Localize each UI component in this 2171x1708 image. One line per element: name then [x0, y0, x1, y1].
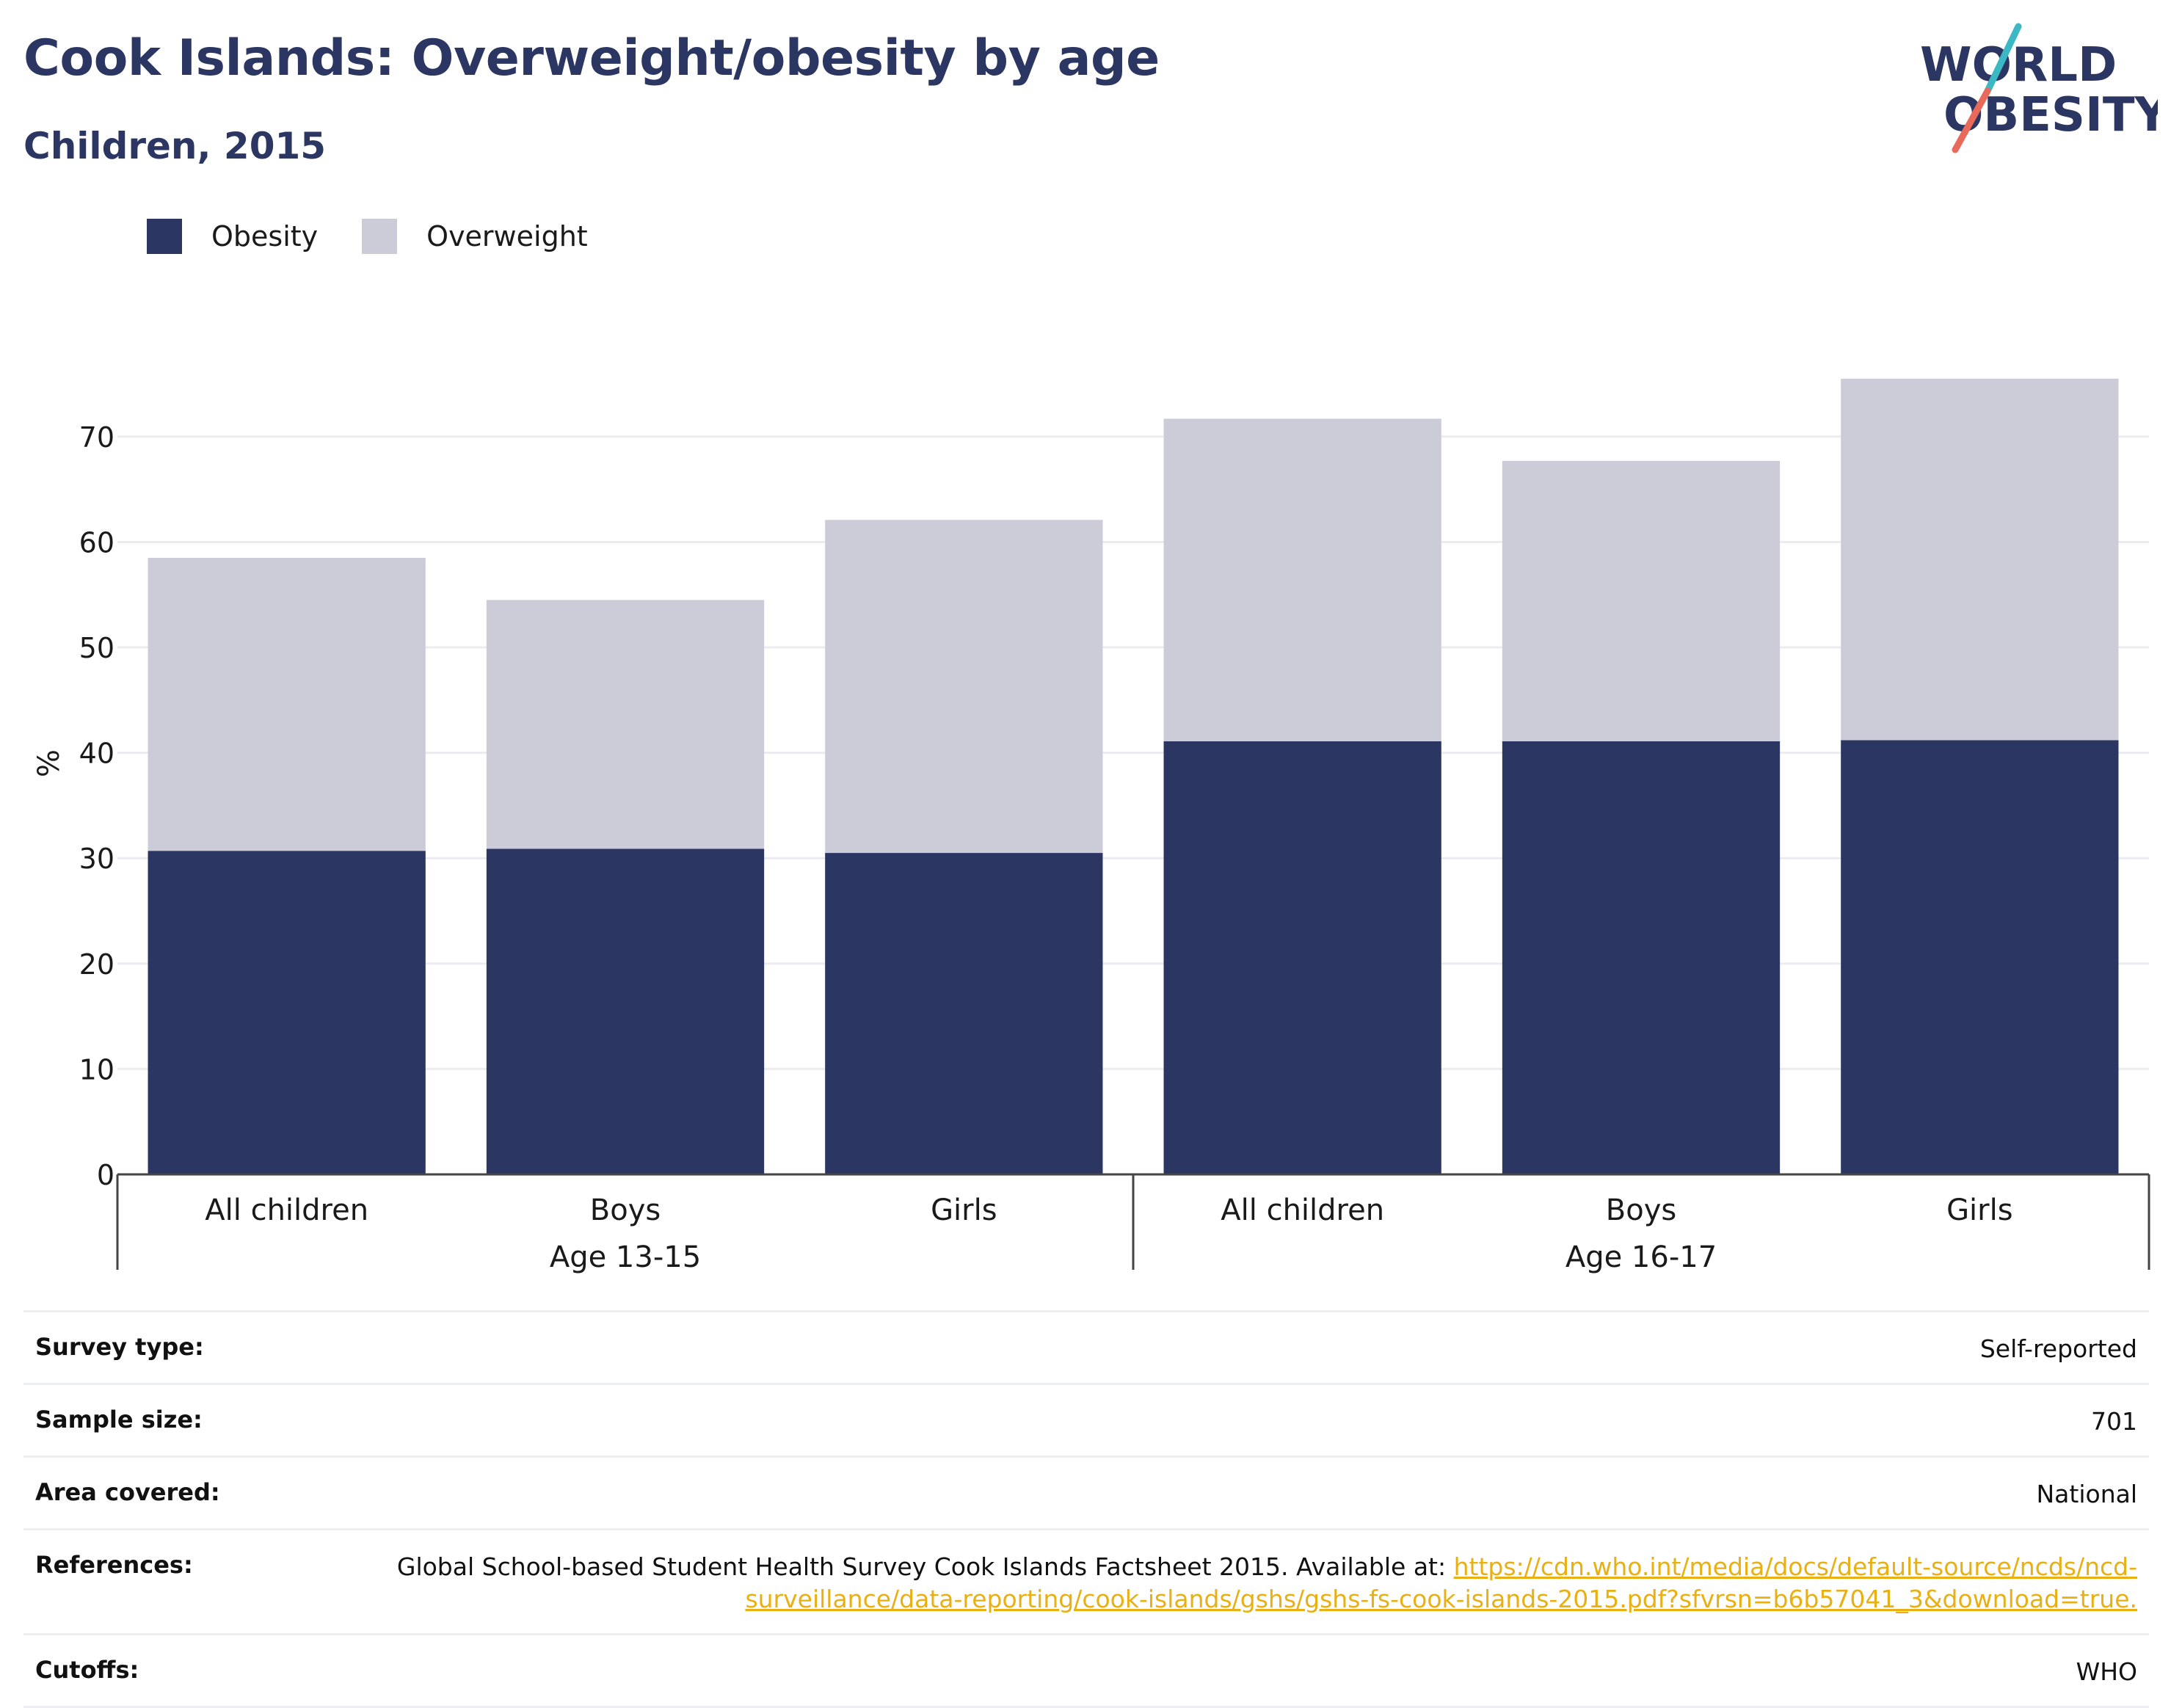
x-tick-label: Boys [1606, 1193, 1676, 1227]
meta-row-area-covered: Area covered: National [23, 1456, 2149, 1528]
y-axis-label: % [32, 749, 66, 777]
legend-label-obesity: Obesity [211, 220, 319, 252]
legend-label-overweight: Overweight [426, 220, 588, 252]
x-tick-label: Girls [931, 1193, 997, 1227]
x-tick-label: Girls [1946, 1193, 2013, 1227]
logo-line-1: WORLD [1920, 38, 2117, 92]
survey-type-label: Survey type: [35, 1333, 204, 1361]
chart-legend: Obesity Overweight [147, 219, 632, 254]
page-title: Cook Islands: Overweight/obesity by age [23, 29, 1160, 87]
bar-overweight [148, 558, 426, 851]
area-covered-value: National [2036, 1480, 2137, 1508]
sample-size-label: Sample size: [35, 1406, 203, 1433]
y-tick-label: 50 [79, 632, 114, 664]
references-label: References: [35, 1551, 193, 1579]
stacked-bar-chart: 0 10 20 30 40 50 60 70% All children Boys Girls All… [32, 378, 2150, 1274]
legend-item-overweight[interactable]: Overweight [362, 219, 588, 254]
survey-type-value: Self-reported [1979, 1334, 2137, 1363]
x-group-label: Age 13-15 [550, 1240, 701, 1274]
y-tick-label: 10 [79, 1053, 114, 1086]
bar-obesity [825, 853, 1103, 1174]
logo-slash-coral [1952, 87, 1991, 153]
legend-swatch-obesity [147, 219, 182, 254]
y-tick-label: 0 [97, 1159, 114, 1191]
bar-overweight [486, 600, 765, 849]
bar-obesity [1163, 741, 1441, 1174]
logo-slash-teal [1984, 23, 2022, 95]
legend-item-obesity[interactable]: Obesity [147, 219, 318, 254]
bar-obesity [148, 851, 426, 1174]
bar-obesity [1502, 741, 1781, 1174]
bar-overweight [1502, 460, 1781, 741]
meta-row-cutoffs: Cutoffs: WHO [23, 1633, 2149, 1708]
meta-row-references: References: Global School-based Student … [23, 1528, 2149, 1633]
references-text: Global School-based Student Health Surve… [396, 1552, 1454, 1581]
y-tick-label: 70 [79, 421, 114, 454]
legend-swatch-overweight [362, 219, 398, 254]
bar-overweight [1841, 378, 2119, 741]
bar-obesity [1841, 740, 2119, 1174]
x-tick-label: Boys [590, 1193, 661, 1227]
references-link[interactable]: https://cdn.who.int/media/docs/default-s… [745, 1552, 2137, 1613]
meta-row-sample-size: Sample size: 701 [23, 1383, 2149, 1456]
logo-line-2: OBESITY [1943, 88, 2158, 142]
sample-size-value: 701 [2091, 1407, 2137, 1436]
x-tick-label: All children [1221, 1193, 1384, 1227]
x-group-label: Age 16-17 [1565, 1240, 1717, 1274]
y-tick-label: 60 [79, 526, 114, 559]
cutoffs-label: Cutoffs: [35, 1656, 139, 1684]
y-tick-label: 40 [79, 738, 114, 770]
y-tick-label: 30 [79, 843, 114, 875]
bar-obesity [486, 848, 765, 1174]
area-covered-label: Area covered: [35, 1478, 220, 1506]
x-tick-label: All children [205, 1193, 368, 1227]
cutoffs-value: WHO [2076, 1657, 2137, 1686]
meta-row-survey-type: Survey type: Self-reported [23, 1310, 2149, 1383]
y-tick-label: 20 [79, 948, 114, 981]
references-value: Global School-based Student Health Surve… [376, 1551, 2137, 1616]
world-obesity-logo: WORLD OBESITY [1920, 23, 2158, 153]
bar-overweight [825, 520, 1103, 854]
survey-metadata-table: Survey type: Self-reported Sample size: … [23, 1310, 2149, 1708]
page-subtitle: Children, 2015 [23, 125, 327, 167]
bar-overweight [1163, 418, 1441, 741]
